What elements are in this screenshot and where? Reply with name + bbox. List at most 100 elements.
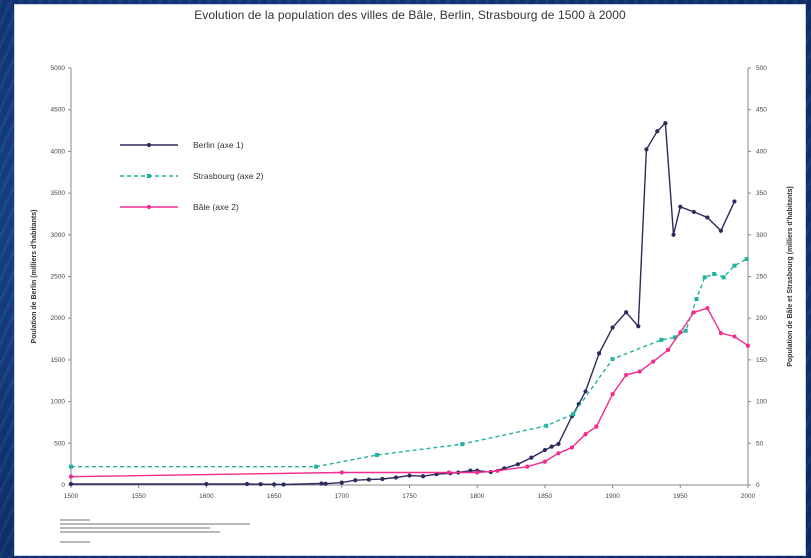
data-point <box>712 271 717 276</box>
data-point <box>542 459 548 464</box>
data-point <box>69 464 73 469</box>
data-point <box>407 473 412 478</box>
x-tick-label: 1900 <box>605 493 620 500</box>
data-point <box>694 297 699 302</box>
data-point <box>691 310 696 315</box>
x-tick-label: 2000 <box>741 493 756 500</box>
x-tick-label: 1600 <box>199 493 214 500</box>
y-left-tick-label: 500 <box>54 440 65 447</box>
data-point <box>339 480 344 485</box>
data-point <box>659 337 664 342</box>
data-point <box>258 482 263 487</box>
data-point <box>529 455 534 460</box>
chart-panel: Evolution de la population des villes de… <box>14 4 806 556</box>
data-point <box>583 432 588 437</box>
data-point <box>637 369 642 374</box>
data-point <box>446 470 451 475</box>
data-point <box>745 343 751 348</box>
x-tick-label: 1750 <box>402 493 417 500</box>
legend-label: Strasbourg (axe 2) <box>193 171 264 181</box>
data-point <box>468 468 473 473</box>
y-right-tick-label: 250 <box>756 274 767 281</box>
data-point <box>678 330 683 335</box>
y-axis-right-title: Population de Bâle et Strasbourg (millie… <box>787 186 794 367</box>
data-point <box>624 310 629 315</box>
series-line-2 <box>71 258 747 468</box>
data-point <box>544 423 549 428</box>
data-point <box>651 359 656 364</box>
y-left-tick-label: 1000 <box>51 399 66 406</box>
x-tick-label: 1800 <box>470 493 485 500</box>
y-left-tick-label: 4500 <box>51 107 66 114</box>
data-point <box>732 199 737 204</box>
data-point <box>68 481 74 487</box>
data-point <box>314 464 319 469</box>
x-tick-label: 1550 <box>131 493 146 500</box>
y-left-tick-label: 1500 <box>51 357 66 364</box>
data-point <box>596 351 602 356</box>
y-left-tick-label: 3000 <box>51 232 66 239</box>
data-point <box>705 306 710 311</box>
x-tick-label: 1500 <box>64 493 79 500</box>
source-text-line <box>60 523 250 525</box>
data-point <box>705 215 710 220</box>
y-right-tick-label: 200 <box>756 315 767 322</box>
y-right-tick-label: 350 <box>756 190 767 197</box>
data-point <box>672 335 677 340</box>
data-point <box>525 464 530 469</box>
data-point <box>323 481 328 486</box>
x-tick-label: 1850 <box>538 493 553 500</box>
series-line-1 <box>71 121 736 486</box>
y-right-tick-label: 150 <box>756 357 767 364</box>
data-point <box>636 324 641 329</box>
data-point <box>569 445 575 450</box>
data-point <box>475 470 480 475</box>
data-point <box>204 481 209 487</box>
data-point <box>420 474 426 479</box>
data-point <box>515 462 520 467</box>
x-tick-label: 1650 <box>267 493 282 500</box>
data-point <box>366 477 371 482</box>
data-point <box>549 444 554 449</box>
data-point <box>732 334 737 339</box>
data-point <box>495 468 500 473</box>
y-right-tick-label: 50 <box>756 440 764 447</box>
y-left-tick-label: 3500 <box>51 190 66 197</box>
data-point <box>281 482 286 487</box>
y-left-tick-label: 2500 <box>51 274 66 281</box>
legend-label: Berlin (axe 1) <box>193 140 244 150</box>
data-point <box>542 447 548 453</box>
y-left-tick-label: 4000 <box>51 148 66 155</box>
data-point <box>744 256 749 261</box>
y-axis-left-title: Poulation de Berlin (milliers d'habitant… <box>31 210 38 344</box>
data-point <box>375 452 380 457</box>
x-tick-label: 1950 <box>673 493 688 500</box>
data-point <box>732 263 737 268</box>
data-point <box>380 476 385 482</box>
y-right-tick-label: 0 <box>756 482 760 489</box>
data-point <box>272 482 277 487</box>
data-point <box>683 328 688 333</box>
data-point <box>655 129 660 134</box>
data-point <box>663 121 668 126</box>
legend-label: Bâle (axe 2) <box>193 202 239 212</box>
data-point <box>718 331 724 336</box>
data-point <box>610 325 615 330</box>
legend-marker <box>147 174 151 178</box>
x-tick-label: 1700 <box>335 493 350 500</box>
data-point <box>556 441 561 446</box>
data-point <box>721 275 726 280</box>
data-point <box>353 478 358 483</box>
data-point <box>460 442 465 447</box>
data-point <box>339 470 344 475</box>
source-text-line <box>60 519 90 521</box>
source-text-line <box>60 531 220 533</box>
chart-title: Evolution de la population des villes de… <box>194 8 626 22</box>
legend-marker <box>146 204 152 210</box>
legend-marker <box>146 142 152 148</box>
data-point <box>68 474 74 479</box>
data-point <box>583 389 588 394</box>
series-line-3 <box>70 307 749 478</box>
y-right-tick-label: 450 <box>756 107 767 114</box>
